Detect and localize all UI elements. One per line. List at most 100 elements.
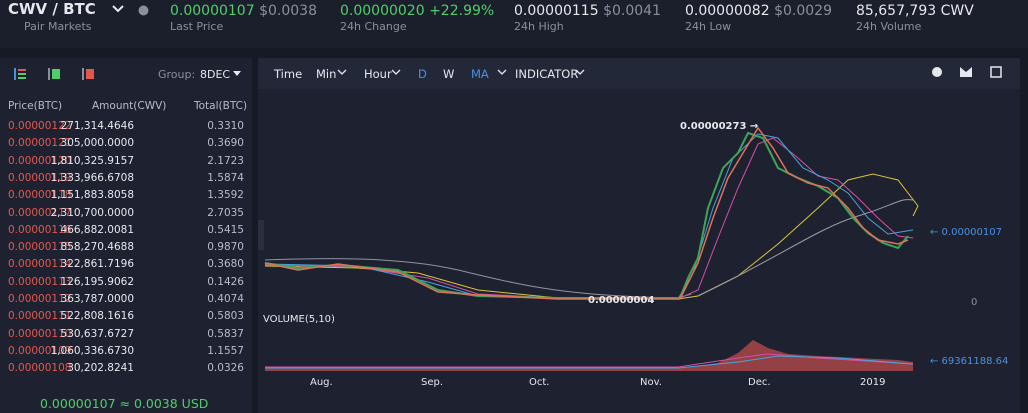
order-book: Group: 8DEC Price(BTC) Amount(CWV) Total… (0, 58, 252, 413)
x-label: 2019 (860, 377, 886, 388)
chart-toolbar (258, 58, 1020, 89)
toolbar-item[interactable]: Hour (364, 67, 392, 81)
stat-label: 24h Low (685, 20, 732, 33)
ask-price: 0.00000118 (8, 189, 72, 202)
ask-price: 0.00000121 (8, 137, 72, 150)
zero-label: 0 (971, 297, 978, 308)
volume-value: 85,657,793 CWV (856, 3, 974, 19)
toolbar-item[interactable]: D (418, 67, 427, 81)
order-row[interactable]: 0.00000116 466,882.0081 0.5415 (0, 222, 252, 239)
order-row[interactable]: 0.00000119 1,333,966.6708 1.5874 (0, 170, 252, 187)
ask-total: 2.7035 (207, 206, 244, 219)
last-price: 0.00000107 (170, 3, 255, 19)
ask-amount: 858,270.4688 (60, 241, 134, 254)
stat-label: 24h Change (340, 20, 407, 33)
order-row[interactable]: 0.00000109 1,060,336.6730 1.1557 (0, 343, 252, 360)
low-annotation: 0.00000004 (588, 295, 655, 306)
ask-price: 0.00000108 (8, 362, 72, 375)
stat-label: 24h Volume (856, 20, 922, 33)
toolbar-item[interactable]: Min (316, 67, 337, 81)
ask-amount: 466,882.0081 (60, 223, 134, 236)
ask-total: 0.3690 (207, 137, 244, 150)
ask-amount: 126,195.9062 (60, 275, 134, 288)
ask-price: 0.00000120 (8, 154, 72, 167)
ask-price: 0.00000112 (8, 293, 72, 305)
ask-price: 0.00000122 (8, 120, 72, 132)
group-label: Group: (158, 68, 196, 81)
ask-amount: 271,314.4646 (60, 120, 134, 132)
order-row[interactable]: 0.00000112 363,787.0000 0.4074 (0, 291, 252, 308)
view-icons[interactable] (12, 66, 102, 82)
ask-amount: 305,000.0000 (60, 137, 134, 150)
ask-amount: 363,787.0000 (60, 293, 134, 305)
col-header: Total(BTC) (194, 100, 248, 112)
order-row[interactable]: 0.00000111 522,808.1616 0.5803 (0, 308, 252, 325)
col-header: Amount(CWV) (92, 100, 167, 112)
toolbar-item[interactable]: W (443, 67, 455, 81)
ask-price: 0.00000115 (8, 241, 72, 254)
ask-amount: 1,060,336.6730 (50, 344, 135, 357)
high-annotation: 0.00000273 → (680, 121, 759, 132)
ask-total: 0.5837 (207, 327, 244, 340)
order-row[interactable]: 0.00000114 322,861.7196 0.3680 (0, 256, 252, 273)
ask-amount: 530,637.6727 (60, 327, 134, 340)
ask-amount: 30,202.8241 (67, 362, 134, 375)
ask-amount: 522,808.1616 (60, 310, 134, 323)
ask-price: 0.00000116 (8, 223, 72, 236)
ask-price: 0.00000117 (8, 206, 72, 219)
ask-amount: 2,310,700.0000 (50, 206, 135, 219)
toolbar-item[interactable]: INDICATOR (515, 67, 579, 81)
ask-total: 0.9870 (207, 241, 244, 254)
order-row[interactable]: 0.00000120 1,810,325.9157 2.1723 (0, 153, 252, 170)
low-value: 0.00000082 (685, 3, 770, 19)
ask-amount: 322,861.7196 (60, 258, 134, 271)
toolbar-item[interactable]: Time (274, 67, 303, 81)
ask-amount: 1,810,325.9157 (50, 154, 135, 167)
order-row[interactable]: 0.00000113 126,195.9062 0.1426 (0, 274, 252, 291)
order-row[interactable]: 0.00000122 271,314.4646 0.3310 (0, 118, 252, 135)
ask-total: 2.1723 (207, 154, 244, 167)
pair-dropdown[interactable] (112, 4, 124, 14)
order-row[interactable]: 0.00000117 2,310,700.0000 2.7035 (0, 205, 252, 222)
change-pct: +22.99% (429, 3, 495, 19)
ask-total: 1.3592 (207, 189, 244, 202)
change-value: 0.00000020 (340, 3, 425, 19)
order-row[interactable]: 0.00000121 305,000.0000 0.3690 (0, 135, 252, 152)
ask-total: 0.0326 (207, 362, 244, 375)
x-label: Sep. (421, 377, 444, 388)
market-header: CWV / BTC Pair Markets 0.00000107 $0.003… (0, 0, 1028, 48)
x-label: Dec. (748, 377, 771, 388)
ask-total: 0.5415 (207, 223, 244, 236)
info-icon[interactable] (138, 5, 149, 16)
order-row[interactable]: 0.00000108 30,202.8241 0.0326 (0, 360, 252, 377)
last-annotation: ← 0.00000107 (930, 227, 1002, 238)
high-value: 0.00000115 (514, 3, 599, 19)
x-label: Nov. (640, 377, 662, 388)
ask-total: 0.1426 (207, 275, 244, 288)
low-usd: $0.0029 (774, 3, 832, 19)
ask-price: 0.00000111 (8, 310, 72, 323)
group-value[interactable]: 8DEC (200, 68, 231, 81)
ask-total: 0.4074 (207, 293, 244, 305)
ask-price: 0.00000114 (8, 258, 72, 271)
group-dropdown[interactable] (233, 71, 241, 77)
stat-label: Last Price (170, 20, 224, 33)
col-header: Price(BTC) (8, 100, 63, 112)
ask-total: 0.3680 (207, 258, 244, 271)
pair-name[interactable]: CWV / BTC (8, 0, 96, 18)
ask-amount: 1,151,883.8058 (50, 189, 135, 202)
order-row[interactable]: 0.00000110 530,637.6727 0.5837 (0, 326, 252, 343)
ask-total: 1.5874 (207, 171, 244, 184)
chart-panel: Time Min Hour D W MA INDICATOR 0.0000027… (258, 58, 1020, 413)
order-row[interactable]: 0.00000118 1,151,883.8058 1.3592 (0, 187, 252, 204)
x-label: Aug. (310, 377, 333, 388)
ask-price: 0.00000110 (8, 327, 72, 340)
toolbar-item[interactable]: MA (471, 67, 489, 81)
order-row[interactable]: 0.00000115 858,270.4688 0.9870 (0, 239, 252, 256)
volume-title: VOLUME(5,10) (263, 314, 335, 325)
high-usd: $0.0041 (603, 3, 661, 19)
ask-amount: 1,333,966.6708 (50, 171, 135, 184)
ask-total: 0.5803 (207, 310, 244, 323)
book-last-price: 0.00000107 ≈ 0.0038 USD (40, 396, 209, 411)
